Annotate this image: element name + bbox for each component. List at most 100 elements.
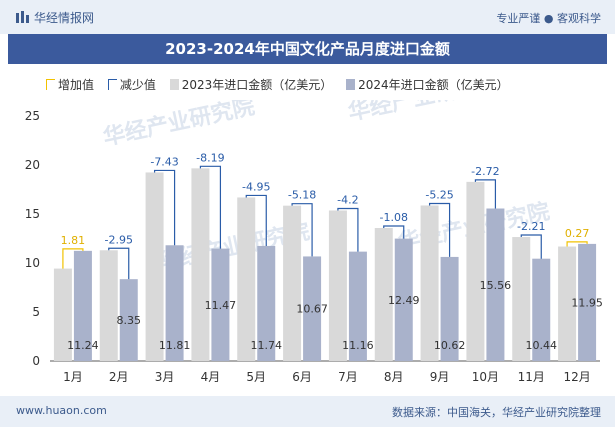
x-tick-label: 12月: [563, 370, 590, 384]
value-label-2024: 10.67: [296, 303, 328, 316]
data-source: 数据来源：中国海关，华经产业研究院整理: [392, 406, 601, 419]
value-label-2024: 10.62: [434, 339, 466, 352]
bar-2024: [440, 256, 459, 361]
site-url: www.huaon.com: [16, 404, 107, 417]
change-label: -2.95: [105, 233, 133, 246]
watermark-text: 华经产业研究院: [101, 100, 257, 151]
watermark-text: 华经产业研究院: [346, 100, 502, 126]
legend-2023: 2023年进口金额（亿美元）: [169, 76, 333, 93]
chart-title: 2023-2024年中国文化产品月度进口金额: [8, 34, 607, 64]
legend-2024-label: 2024年进口金额（亿美元）: [358, 78, 509, 92]
bar-2024: [532, 258, 551, 361]
bar-2024: [73, 250, 92, 361]
y-tick-label: 5: [32, 305, 40, 319]
y-tick-label: 25: [25, 109, 40, 123]
x-tick-label: 2月: [109, 370, 129, 384]
bar-2024: [394, 238, 413, 361]
value-label-2024: 10.44: [526, 339, 558, 352]
value-label-2024: 12.49: [388, 294, 420, 307]
bar-2023: [512, 237, 531, 361]
value-label-2024: 11.16: [342, 339, 374, 352]
x-tick-label: 3月: [155, 370, 175, 384]
bar-2023: [237, 197, 256, 361]
x-tick-label: 7月: [338, 370, 358, 384]
decrease-bracket: [474, 179, 497, 209]
bar-2023: [420, 205, 439, 361]
legend: 增加值 减少值 2023年进口金额（亿美元） 2024年进口金额（亿美元）: [46, 76, 519, 93]
header-bar: 华经情报网 专业严谨 ● 客观科学: [0, 0, 615, 34]
value-label-2024: 8.35: [117, 314, 142, 327]
bar-2023: [191, 168, 210, 361]
value-label-2024: 11.47: [205, 299, 237, 312]
change-label: -4.2: [337, 193, 358, 206]
x-tick-label: 10月: [472, 370, 499, 384]
legend-increase-label: 增加值: [58, 78, 95, 92]
decrease-bracket: [291, 203, 313, 257]
value-label-2024: 11.95: [571, 296, 603, 309]
decrease-bracket: [108, 247, 130, 280]
value-label-2024: 11.24: [67, 339, 99, 352]
legend-increase: 增加值: [46, 76, 94, 93]
x-tick-label: 5月: [246, 370, 266, 384]
bar-chart: 华经产业研究院华经产业研究院华经产业研究院华经产业研究院05101520251.…: [25, 100, 603, 384]
bar-2024: [119, 279, 138, 361]
change-label: -2.21: [517, 220, 545, 233]
increase-bracket: [566, 241, 588, 247]
change-label: -5.18: [288, 189, 316, 202]
bar-2023: [283, 205, 302, 361]
decrease-bracket: [383, 225, 405, 239]
bar-2024: [578, 243, 597, 361]
increase-bracket: [62, 248, 84, 269]
x-tick-label: 1月: [63, 370, 83, 384]
value-label-2024: 15.56: [480, 279, 512, 292]
bar-2024: [303, 256, 322, 361]
y-tick-label: 20: [25, 158, 40, 172]
decrease-swatch: [107, 79, 117, 90]
bar-2023: [374, 228, 393, 361]
change-label: -8.19: [196, 151, 224, 164]
increase-swatch: [46, 79, 55, 90]
legend-decrease-label: 减少值: [119, 78, 156, 92]
bar-2023: [466, 181, 485, 361]
change-label: -5.25: [425, 188, 453, 201]
legend-decrease: 减少值: [107, 76, 156, 93]
x-tick-label: 11月: [518, 370, 545, 384]
legend-2023-label: 2023年进口金额（亿美元）: [181, 78, 333, 92]
x-tick-label: 8月: [384, 370, 404, 384]
y-tick-label: 0: [32, 354, 40, 368]
bar-2023: [99, 250, 118, 361]
bar-2023: [145, 172, 164, 361]
change-label: -7.43: [150, 155, 178, 168]
brand: 华经情报网: [16, 9, 94, 26]
bar-2023: [558, 246, 577, 361]
bar-2024: [257, 245, 276, 361]
decrease-bracket: [153, 169, 176, 246]
footer-bar: www.huaon.com 数据来源：中国海关，华经产业研究院整理: [0, 396, 615, 427]
change-label: -4.95: [242, 180, 270, 193]
bar-2024: [211, 248, 230, 361]
x-tick-label: 4月: [201, 370, 221, 384]
x-tick-label: 6月: [292, 370, 312, 384]
legend-2024: 2024年进口金额（亿美元）: [346, 76, 509, 93]
y-tick-label: 10: [25, 256, 40, 270]
bar-2024: [348, 251, 367, 361]
brand-name: 华经情报网: [34, 11, 95, 25]
change-label: -2.72: [471, 165, 499, 178]
value-label-2024: 11.74: [251, 339, 283, 352]
series-2023-swatch: [169, 79, 179, 90]
bar-2023: [328, 210, 347, 361]
decrease-bracket: [337, 207, 359, 252]
decrease-bracket: [428, 202, 451, 257]
brand-logo-icon: [16, 11, 30, 26]
value-label-2024: 11.81: [159, 339, 191, 352]
change-label: -1.08: [380, 211, 408, 224]
y-tick-label: 15: [25, 207, 40, 221]
decrease-bracket: [245, 194, 267, 246]
decrease-bracket: [520, 234, 542, 259]
bar-2024: [486, 208, 505, 361]
x-tick-label: 9月: [430, 370, 450, 384]
decrease-bracket: [199, 165, 222, 249]
bar-2023: [53, 268, 72, 361]
change-label: 0.27: [565, 227, 590, 240]
slogan: 专业严谨 ● 客观科学: [496, 12, 601, 25]
